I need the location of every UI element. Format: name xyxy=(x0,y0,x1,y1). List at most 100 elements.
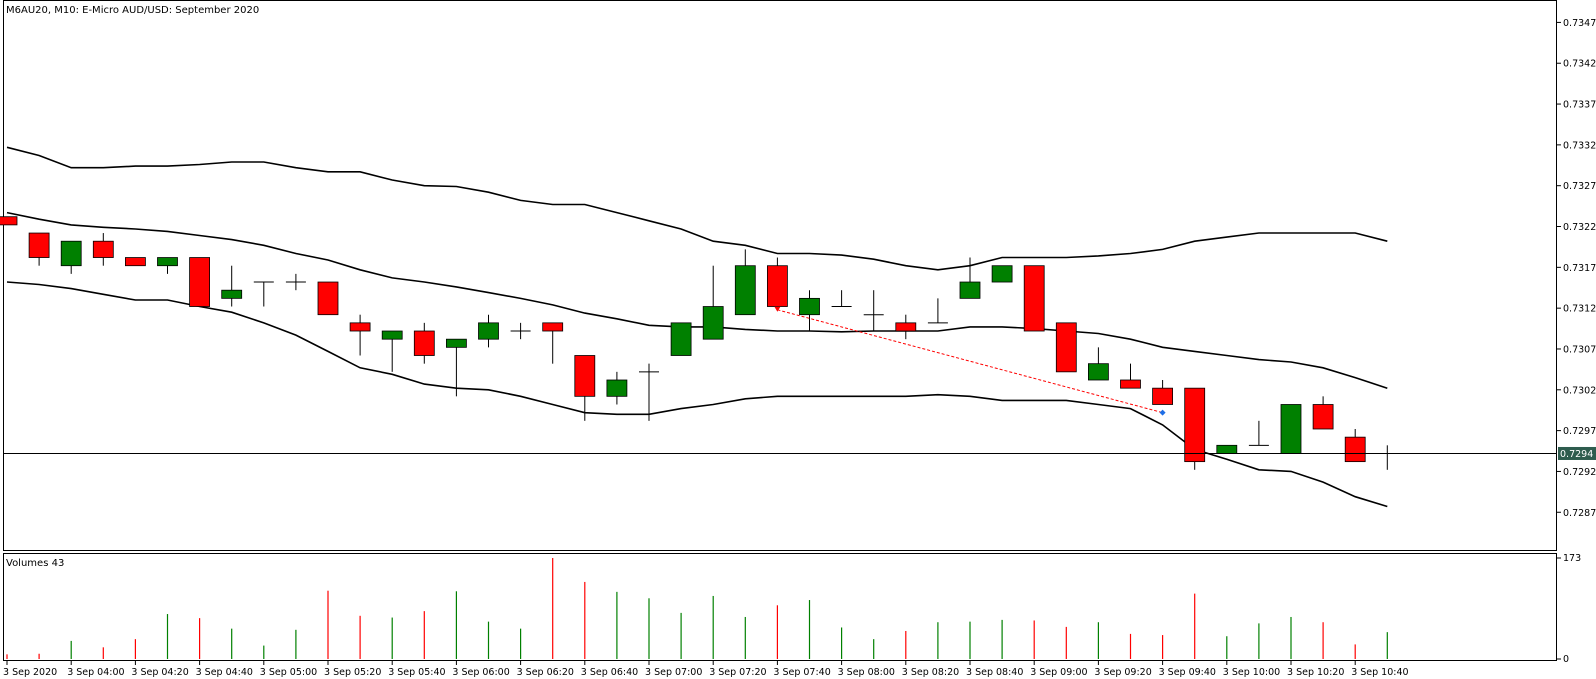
trade-line xyxy=(777,309,1163,414)
candle-body xyxy=(1344,436,1366,463)
x-tick-label: 3 Sep 08:20 xyxy=(902,667,959,678)
x-tick-label: 3 Sep 06:40 xyxy=(581,667,638,678)
candle xyxy=(317,281,339,316)
candle-body xyxy=(60,240,82,267)
x-tick-label: 3 Sep 05:40 xyxy=(388,667,445,678)
candle-body xyxy=(734,265,756,316)
candle-body xyxy=(670,322,692,356)
candle xyxy=(606,371,628,405)
candle-body xyxy=(317,281,339,316)
x-tick-label: 3 Sep 05:20 xyxy=(324,667,381,678)
x-tick-label: 3 Sep 06:20 xyxy=(517,667,574,678)
x-tick-label: 3 Sep 09:20 xyxy=(1094,667,1151,678)
candle xyxy=(1152,380,1173,405)
candle-body xyxy=(1152,387,1173,405)
candle-body xyxy=(959,281,981,299)
volume-max-label: 173 xyxy=(1563,553,1581,564)
x-tick-label: 3 Sep 09:00 xyxy=(1030,667,1087,678)
candle xyxy=(1184,387,1206,470)
x-tick-label: 3 Sep 04:20 xyxy=(131,667,188,678)
volume-min-label: 0 xyxy=(1563,654,1569,665)
candle-body xyxy=(1088,363,1109,381)
x-tick-label: 3 Sep 06:00 xyxy=(452,667,509,678)
y-tick-label: 0.7287 xyxy=(1563,508,1596,519)
x-tick-label: 3 Sep 05:00 xyxy=(260,667,317,678)
candle-body xyxy=(92,240,114,258)
chart-title: M6AU20, M10: E-Micro AUD/USD: September … xyxy=(6,5,259,16)
x-tick-label: 3 Sep 04:40 xyxy=(196,667,253,678)
candle-body xyxy=(542,322,564,332)
volume-panel-frame xyxy=(3,553,1557,661)
x-tick-label: 3 Sep 07:00 xyxy=(645,667,702,678)
candle xyxy=(1088,347,1109,381)
candle-body xyxy=(0,216,18,226)
current-price-tag xyxy=(1558,446,1596,460)
candle-body xyxy=(1312,404,1334,430)
trade-markers xyxy=(774,306,1166,416)
candle xyxy=(1344,428,1366,463)
candle xyxy=(959,257,981,299)
candle-body xyxy=(991,265,1013,283)
candle-body xyxy=(189,257,211,307)
candle xyxy=(413,322,435,364)
price-axis: 0.7347 0.7342 0.7337 0.7332 0.7327 0.7322 0.73… xyxy=(1556,18,1596,519)
candle-body xyxy=(413,330,435,356)
volume-panel-title: Volumes 43 xyxy=(6,558,64,569)
candle xyxy=(157,257,178,274)
candle-body xyxy=(125,257,146,267)
x-tick-label: 3 Sep 2020 xyxy=(3,667,57,678)
candlestick-series xyxy=(0,216,1398,470)
band-lower xyxy=(6,281,1388,508)
y-tick-label: 0.7347 xyxy=(1563,18,1596,29)
candle xyxy=(702,265,724,340)
volume-bars xyxy=(6,558,1388,659)
candle xyxy=(734,249,756,316)
candle-body xyxy=(702,306,724,340)
candle xyxy=(670,322,692,356)
candle xyxy=(639,363,659,421)
candle xyxy=(125,257,146,267)
candle xyxy=(92,233,114,266)
candle xyxy=(1120,363,1141,389)
candle-body xyxy=(1216,444,1238,454)
buy-marker-icon xyxy=(1159,409,1166,416)
x-tick-label: 3 Sep 08:00 xyxy=(838,667,895,678)
band-upper xyxy=(6,146,1388,271)
candle xyxy=(349,314,371,356)
current-price-label: 0.7294 xyxy=(1560,449,1593,460)
candle xyxy=(381,330,403,372)
candle xyxy=(895,314,917,340)
x-tick-label: 3 Sep 09:40 xyxy=(1159,667,1216,678)
candle-body xyxy=(767,265,788,307)
candle xyxy=(510,322,531,340)
candle-body xyxy=(799,297,820,316)
candle-body xyxy=(1120,379,1141,389)
y-tick-label: 0.7317 xyxy=(1563,263,1596,274)
x-tick-label: 3 Sep 10:20 xyxy=(1287,667,1344,678)
y-tick-label: 0.7337 xyxy=(1563,100,1596,111)
y-tick-label: 0.7312 xyxy=(1563,304,1596,315)
sell-marker-icon xyxy=(774,306,781,312)
candle xyxy=(445,338,467,397)
candle xyxy=(927,298,948,324)
candle xyxy=(189,257,211,307)
candle xyxy=(542,322,564,364)
candle xyxy=(60,240,82,274)
candle-body xyxy=(1280,404,1302,454)
x-tick-label: 3 Sep 07:40 xyxy=(773,667,830,678)
candle xyxy=(28,232,50,266)
candle-body xyxy=(381,330,403,340)
band-middle xyxy=(6,211,1388,389)
candle xyxy=(574,355,596,421)
x-tick-label: 3 Sep 10:40 xyxy=(1351,667,1408,678)
y-tick-label: 0.7327 xyxy=(1563,181,1596,192)
candle-body xyxy=(157,257,178,267)
candle xyxy=(478,314,499,348)
candle xyxy=(253,281,274,307)
candle xyxy=(0,216,18,226)
candle xyxy=(1280,404,1302,454)
y-tick-label: 0.7297 xyxy=(1563,426,1596,437)
candle-body xyxy=(349,322,371,332)
candle-body xyxy=(1055,322,1077,373)
